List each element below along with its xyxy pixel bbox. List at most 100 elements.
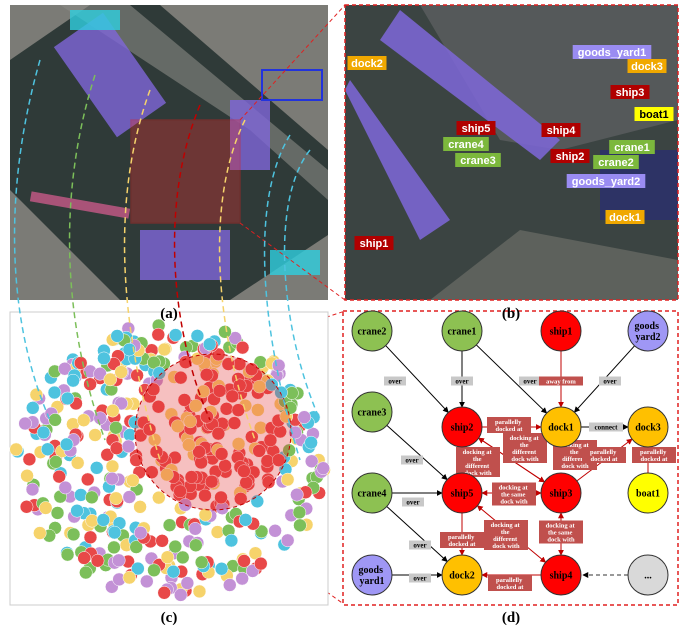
- node-label: dock2: [449, 571, 475, 582]
- object-label: ship2: [556, 151, 585, 163]
- node-label: crane3: [358, 408, 387, 419]
- panel-label: (b): [502, 306, 520, 322]
- edge-label-background: [484, 520, 528, 550]
- graph-node: [105, 459, 120, 474]
- graph-node: [190, 352, 205, 366]
- edge-label-background: [503, 433, 547, 463]
- label-background: [455, 153, 501, 167]
- graph-node: [88, 428, 102, 442]
- object-label: dock3: [631, 61, 663, 73]
- object-label: goods_yard2: [572, 176, 640, 188]
- graph-node: [70, 504, 84, 518]
- graph-node: [627, 472, 669, 514]
- graph-node: [36, 425, 51, 440]
- graph-node: [244, 362, 259, 376]
- zoomed-image: dock2 goods_yard1 dock3 ship3 boat1 ship5 ship…: [344, 4, 679, 301]
- graph-node: [97, 351, 111, 366]
- edge-label-background: [402, 497, 424, 507]
- graph-node: [48, 413, 62, 427]
- graph-node: [235, 340, 250, 355]
- graph-node: [22, 452, 37, 467]
- graph-node: [288, 425, 303, 440]
- node-label: ship3: [550, 489, 573, 500]
- graph-node: [77, 551, 91, 565]
- graph-node: [152, 490, 166, 505]
- edge-label-background: [488, 575, 532, 591]
- edge-label: connect: [595, 424, 619, 432]
- graph-node: [110, 329, 124, 343]
- graph-node: [173, 484, 187, 499]
- graph-node: [351, 554, 393, 596]
- edge-label-background: [492, 482, 536, 506]
- graph-node: [292, 505, 307, 520]
- edge-label: away from: [546, 379, 576, 386]
- object-label: ship4: [547, 125, 577, 137]
- graph-node: [107, 525, 122, 540]
- graph-node: [237, 464, 251, 478]
- graph-node: [90, 553, 105, 568]
- graph-node: [122, 570, 137, 585]
- graph-node: [238, 513, 253, 527]
- graph-node: [228, 331, 242, 345]
- edge-label-background: [409, 540, 431, 550]
- graph-node: [252, 444, 266, 458]
- satellite-image: [10, 5, 328, 300]
- object-label: crane1: [614, 142, 649, 154]
- graph-node: [233, 378, 247, 393]
- graph-node: [66, 373, 80, 388]
- graph-node: [251, 403, 265, 417]
- graph-node: [58, 361, 72, 376]
- graph-node: [25, 482, 40, 497]
- node-label: boat1: [636, 489, 660, 500]
- panel-label: (a): [160, 306, 178, 322]
- graph-node: [627, 554, 669, 596]
- graph-node: [351, 391, 393, 433]
- graph-node: [168, 328, 183, 342]
- edge-label: over: [523, 378, 536, 386]
- graph-node: [540, 406, 582, 448]
- graph-node: [316, 461, 330, 475]
- graph-node: [173, 370, 188, 385]
- label-background: [456, 121, 496, 135]
- graph-node: [122, 490, 137, 504]
- graph-node: [160, 467, 174, 482]
- node-label: ship1: [550, 327, 573, 338]
- label-background: [610, 85, 650, 99]
- graph-node: [160, 550, 175, 564]
- graph-node: [142, 422, 157, 437]
- graph-node: [83, 530, 98, 545]
- panel-label: (d): [502, 610, 520, 626]
- graph-node: [211, 426, 226, 441]
- graph-node: [540, 554, 582, 596]
- edge-label-background: [599, 376, 621, 386]
- graph-node: [38, 501, 53, 515]
- graph-node: [109, 491, 123, 506]
- node-label: crane2: [358, 327, 387, 338]
- object-label: ship5: [462, 123, 491, 135]
- graph-edge: [386, 506, 448, 563]
- object-label: boat1: [639, 109, 668, 121]
- graph-node: [225, 389, 240, 404]
- graph-node: [254, 556, 268, 571]
- graph-node: [29, 387, 44, 402]
- edge-label-background: [384, 376, 406, 386]
- graph-node: [133, 526, 148, 540]
- object-label: crane2: [598, 157, 633, 169]
- graph-node: [19, 500, 34, 514]
- edge-label: docking at the different dock with: [560, 442, 591, 470]
- graph-node: [183, 414, 197, 429]
- edge-label-background: [539, 376, 583, 386]
- graph-node: [540, 472, 582, 514]
- graph-node: [147, 563, 161, 578]
- edge-label: docking at the different dock with: [463, 449, 494, 477]
- edge-label-background: [582, 447, 626, 463]
- graph-node: [20, 469, 34, 483]
- correspondence-curve: [173, 104, 211, 421]
- object-label: goods_yard1: [578, 47, 646, 59]
- graph-node: [304, 454, 319, 469]
- edge-label: over: [406, 499, 419, 507]
- graph-node: [282, 443, 296, 458]
- graph-node: [60, 547, 75, 562]
- graph-edge: [385, 345, 449, 413]
